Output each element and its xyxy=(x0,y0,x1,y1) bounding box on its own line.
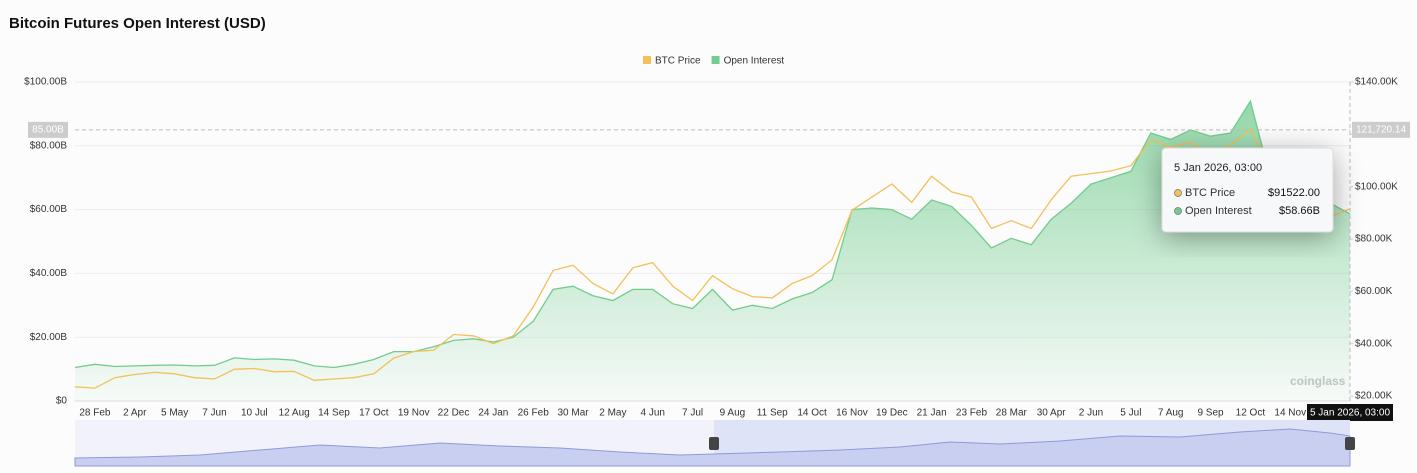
tooltip-dot xyxy=(1174,207,1182,215)
tooltip-name: BTC Price xyxy=(1185,187,1235,199)
x-tick-label: 11 Sep xyxy=(757,408,788,419)
area xyxy=(75,101,1350,401)
x-tick-label: 14 Oct xyxy=(797,408,827,419)
tooltip-title: 5 Jan 2026, 03:00 xyxy=(1174,162,1262,174)
y-tick-label: $20.00B xyxy=(30,332,68,343)
y2-tick-label: $60.00K xyxy=(1355,286,1393,297)
x-tick-label: 30 Apr xyxy=(1037,408,1067,419)
x-cursor-label: 5 Jan 2026, 03:00 xyxy=(1310,408,1391,419)
tooltip-box xyxy=(1161,147,1334,233)
crosshair-y-box xyxy=(28,121,68,138)
legend: BTC Price Open Interest xyxy=(643,56,784,67)
x-tick-label: 22 Dec xyxy=(438,408,470,419)
line xyxy=(74,99,1351,369)
crosshair-y2-box xyxy=(1352,121,1410,138)
x-tick-label: 5 Jul xyxy=(1120,408,1141,419)
chart-title: Bitcoin Futures Open Interest (USD) xyxy=(9,15,266,32)
navigator xyxy=(74,420,1355,467)
x-tick-label: 28 Mar xyxy=(996,408,1028,419)
y2-tick-label: $100.00K xyxy=(1355,181,1398,192)
x-tick-label: 9 Sep xyxy=(1197,408,1224,419)
x-tick-label: 12 Aug xyxy=(279,408,310,419)
x-tick-label: 26 Feb xyxy=(518,408,550,419)
x-tick-label: 19 Dec xyxy=(876,408,908,419)
x-tick-label: 14 Nov xyxy=(1274,408,1306,419)
tooltip-value: $91522.00 xyxy=(1268,187,1320,199)
y-tick-label: $100.00B xyxy=(24,77,67,88)
crosshair-y-label: 85.00B xyxy=(32,124,64,135)
legend-swatch xyxy=(643,56,651,64)
y2-tick-label: $20.00K xyxy=(1355,391,1393,402)
y2-tick-label: $80.00K xyxy=(1355,234,1393,245)
navigator-handle[interactable] xyxy=(709,437,719,450)
x-tick-label: 7 Jul xyxy=(682,408,703,419)
crosshair-y2-label: 121,720.14 xyxy=(1356,124,1406,135)
tooltip-dot xyxy=(1174,189,1182,197)
line xyxy=(74,128,1351,389)
y2-tick-label: $140.00K xyxy=(1355,77,1398,88)
x-tick-label: 7 Jun xyxy=(202,408,226,419)
x-tick-label: 2 Jun xyxy=(1079,408,1103,419)
x-tick-label: 23 Feb xyxy=(956,408,988,419)
x-tick-label: 7 Aug xyxy=(1158,408,1184,419)
navigator-area xyxy=(74,428,1351,467)
legend-swatch xyxy=(711,56,720,64)
x-tick-label: 2 May xyxy=(599,408,626,419)
x-tick-label: 19 Nov xyxy=(398,408,430,419)
tooltip-value: $58.66B xyxy=(1279,205,1320,217)
tooltip-name: Open Interest xyxy=(1185,205,1252,217)
navigator-handle[interactable] xyxy=(1345,437,1355,450)
x-tick-label: 28 Feb xyxy=(79,408,111,419)
x-tick-label: 5 May xyxy=(161,408,188,419)
x-tick-label: 10 Jul xyxy=(241,408,268,419)
x-tick-label: 24 Jan xyxy=(478,408,508,419)
x-cursor-box xyxy=(1307,404,1393,421)
x-tick-label: 4 Jun xyxy=(641,408,665,419)
y-tick-label: $60.00B xyxy=(30,204,68,215)
y-tick-label: $40.00B xyxy=(30,268,68,279)
x-tick-label: 30 Mar xyxy=(557,408,589,419)
y2-tick-label: $40.00K xyxy=(1355,338,1393,349)
legend-label: BTC Price xyxy=(655,56,701,67)
y-tick-label: $0 xyxy=(56,396,68,407)
x-tick-label: 21 Jan xyxy=(917,408,947,419)
x-tick-label: 14 Sep xyxy=(318,408,350,419)
legend-label: Open Interest xyxy=(724,56,785,67)
y-tick-label: $80.00B xyxy=(30,140,68,151)
x-tick-label: 12 Oct xyxy=(1236,408,1266,419)
tooltip: 5 Jan 2026, 03:00 BTC Price $91522.00 Open … xyxy=(1161,147,1334,233)
x-tick-label: 9 Aug xyxy=(720,408,746,419)
x-tick-label: 16 Nov xyxy=(836,408,868,419)
x-tick-label: 17 Oct xyxy=(359,408,389,419)
x-tick-label: 2 Apr xyxy=(123,408,147,419)
